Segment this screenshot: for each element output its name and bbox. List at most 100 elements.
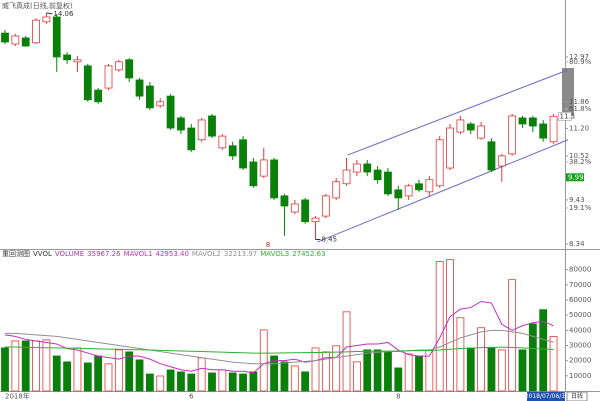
candle-body — [270, 159, 279, 199]
volume-bar — [187, 373, 196, 392]
candle-body — [83, 65, 92, 101]
candle-body — [197, 119, 206, 141]
volume-bar — [549, 336, 558, 392]
y-tick-label: 10.52 — [569, 152, 589, 160]
legend-name: MAVOL2 — [192, 250, 221, 258]
volume-bar — [456, 317, 465, 392]
volume-bar — [311, 347, 320, 392]
volume-bar — [228, 372, 237, 392]
candle-body — [497, 155, 506, 167]
candle-body — [332, 181, 341, 199]
volume-bar — [63, 361, 71, 392]
legend-name: VOLUME — [55, 250, 84, 258]
y-tick-label: 8.34 — [569, 240, 585, 248]
y-tick-label: 11.86 — [569, 98, 590, 106]
y-tick-label: 10000 — [569, 372, 591, 380]
volume-bar — [446, 259, 454, 392]
candle-body — [508, 115, 517, 155]
candle-body — [352, 163, 361, 173]
volume-bar — [394, 367, 403, 392]
legend-value: 35967.26 — [87, 250, 121, 258]
candle-body — [145, 85, 154, 109]
y-tick-label: 30000 — [569, 341, 591, 349]
chart-title: 威飞真成(日线,前复权) — [2, 1, 73, 10]
candle-body — [456, 119, 465, 133]
candle-body — [42, 16, 51, 23]
period-tab[interactable] — [566, 391, 588, 401]
volume-bar — [94, 355, 103, 392]
candle-body — [446, 127, 454, 169]
candle-body — [52, 16, 61, 58]
volume-bar — [301, 371, 310, 392]
level-label: 61.8% — [569, 105, 592, 113]
y-tick-label: 70000 — [569, 281, 591, 289]
candle-body — [135, 79, 144, 97]
y-tick-label: 80000 — [569, 266, 591, 274]
volume-bar — [280, 361, 289, 392]
candle-body — [228, 145, 237, 157]
volume-bar — [404, 353, 413, 392]
volume-bar — [508, 279, 517, 392]
candle-body — [487, 141, 496, 171]
cursor-date: 2018/07/06/五 — [525, 393, 568, 400]
volume-bar — [32, 340, 40, 392]
volume-bar — [73, 347, 82, 392]
volume-bar — [104, 363, 113, 392]
candle-body — [384, 171, 392, 195]
ma-line — [4, 300, 554, 374]
volume-bar — [518, 349, 527, 392]
volume-bar — [487, 347, 496, 392]
volume-bar — [249, 371, 258, 392]
candle-body — [425, 179, 434, 193]
y-tick-label: 50000 — [569, 311, 591, 319]
ma-line — [5, 329, 554, 365]
y-tick-label: 40000 — [569, 326, 591, 334]
flag: 8 — [266, 241, 270, 249]
volume-bar — [83, 362, 92, 392]
legend-value: 32213.97 — [224, 250, 257, 258]
volume-bar — [384, 351, 392, 392]
legend-name: MAVOL1 — [124, 250, 153, 258]
volume-bar — [259, 329, 268, 392]
candle-body — [477, 125, 486, 139]
price-marker-label: 9.99 — [568, 173, 584, 181]
close-label-box — [558, 112, 572, 121]
candle-body — [259, 159, 268, 177]
x-tick-label: 8 — [396, 393, 400, 401]
y-tick-label: 12.97 — [569, 53, 589, 61]
legend-value: 42953.40 — [156, 250, 189, 258]
cursor-date-box — [527, 392, 565, 401]
candle-body — [435, 139, 444, 187]
volume-bar — [208, 372, 216, 392]
y-tick-label: 9.43 — [569, 196, 585, 204]
level-label: 80.9% — [569, 58, 592, 66]
close-label: 11.5 — [560, 112, 576, 120]
candle-body — [311, 217, 320, 223]
y-tick-label: 60000 — [569, 296, 591, 304]
volume-bar — [21, 340, 30, 392]
level-label: 19.1% — [569, 204, 592, 212]
volume-bar — [218, 369, 227, 392]
high-pointer — [46, 12, 53, 15]
volume-bar — [497, 349, 506, 392]
volume-bar — [135, 359, 144, 392]
x-tick-label: 6 — [189, 393, 194, 401]
candle-body — [156, 101, 165, 107]
candle-body — [549, 115, 558, 143]
candle-body — [239, 139, 247, 169]
candle-body — [32, 19, 40, 44]
candle-body — [539, 123, 548, 139]
candle-body — [249, 161, 258, 187]
volume-bar — [415, 355, 423, 392]
candle-body — [21, 37, 30, 47]
volume-bar — [363, 349, 372, 392]
candle-body — [280, 195, 289, 207]
period-label[interactable]: 日线 — [571, 392, 583, 400]
volume-bar — [270, 355, 279, 392]
candle-body — [104, 65, 113, 89]
volume-bar — [373, 349, 382, 392]
volume-bar — [352, 361, 361, 392]
candle-body — [404, 185, 413, 197]
